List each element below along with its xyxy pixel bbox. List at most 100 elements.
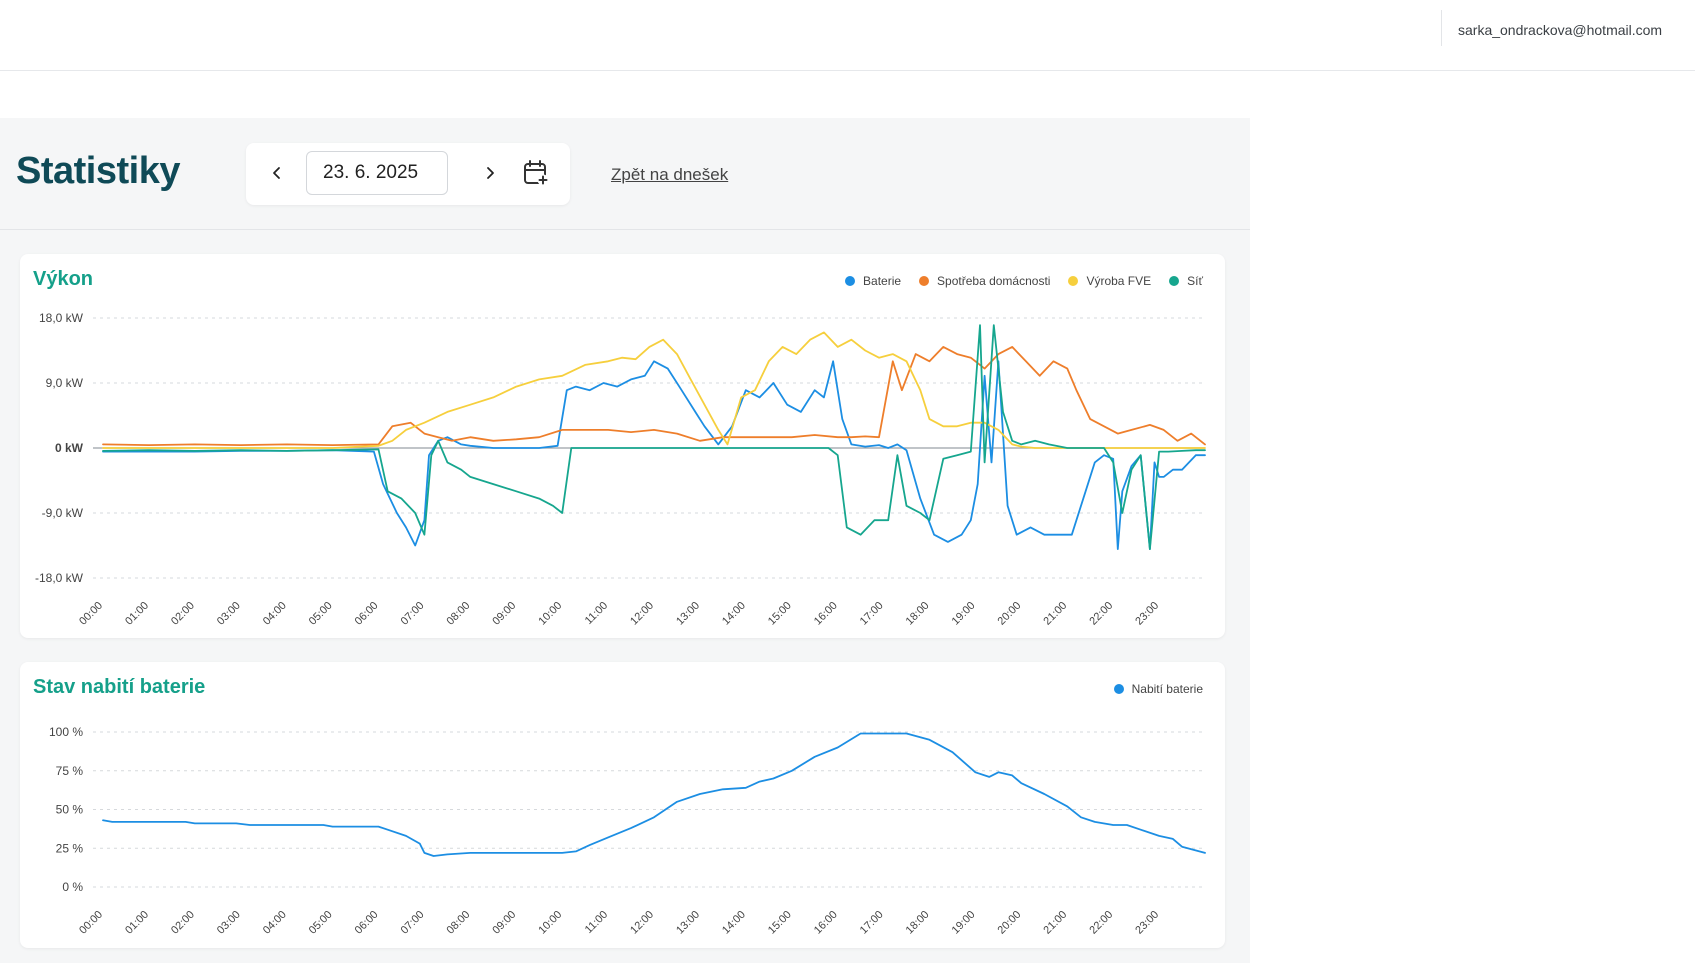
legend-item-spotreba[interactable]: Spotřeba domácnosti bbox=[919, 274, 1050, 288]
y-tick-label: 9,0 kW bbox=[46, 376, 84, 390]
x-tick-label: 14:00 bbox=[720, 600, 748, 628]
x-tick-label: 15:00 bbox=[766, 909, 794, 937]
x-tick-label: 12:00 bbox=[628, 909, 656, 937]
y-tick-label: 50 % bbox=[56, 803, 84, 817]
series-line-baterie[interactable] bbox=[102, 732, 1206, 857]
x-tick-label: 06:00 bbox=[353, 600, 381, 628]
x-tick-label: 07:00 bbox=[399, 909, 427, 937]
x-tick-label: 02:00 bbox=[169, 909, 197, 937]
series-line-vyroba[interactable] bbox=[102, 331, 1206, 449]
calendar-button[interactable] bbox=[520, 157, 552, 189]
x-tick-label: 09:00 bbox=[490, 600, 518, 628]
y-tick-label: 18,0 kW bbox=[39, 311, 84, 325]
series-line-sit[interactable] bbox=[102, 324, 1206, 551]
x-tick-label: 21:00 bbox=[1041, 600, 1069, 628]
x-tick-label: 12:00 bbox=[628, 600, 656, 628]
y-tick-label: 75 % bbox=[56, 764, 84, 778]
x-tick-label: 20:00 bbox=[996, 909, 1024, 937]
legend-label: Výroba FVE bbox=[1086, 274, 1152, 288]
x-tick-label: 22:00 bbox=[1087, 600, 1115, 628]
date-picker bbox=[246, 143, 570, 205]
x-tick-label: 03:00 bbox=[215, 909, 243, 937]
legend-label: Síť bbox=[1187, 274, 1203, 288]
legend-label: Baterie bbox=[863, 274, 902, 288]
x-tick-label: 13:00 bbox=[674, 909, 702, 937]
legend-item-nabiti[interactable]: Nabití baterie bbox=[1113, 682, 1203, 696]
y-tick-label: 100 % bbox=[49, 725, 83, 739]
power-legend: Baterie Spotřeba domácnosti Výroba FVE S… bbox=[845, 274, 1203, 288]
legend-dot bbox=[1169, 276, 1180, 286]
series-line-spotreba[interactable] bbox=[102, 346, 1206, 447]
x-tick-label: 16:00 bbox=[812, 600, 840, 628]
legend-label: Nabití baterie bbox=[1131, 682, 1203, 696]
legend-dot bbox=[845, 276, 856, 286]
legend-item-sit[interactable]: Síť bbox=[1169, 274, 1203, 288]
page-header: Statistiky bbox=[0, 118, 1250, 230]
x-tick-label: 10:00 bbox=[536, 909, 564, 937]
back-to-today-link[interactable]: Zpět na dnešek bbox=[611, 165, 729, 184]
x-tick-label: 23:00 bbox=[1133, 600, 1161, 628]
battery-card: Stav nabití baterie Nabití baterie 100 %… bbox=[20, 662, 1225, 948]
chevron-right-icon bbox=[487, 167, 494, 179]
legend-dot bbox=[1068, 276, 1079, 286]
y-tick-label: -18,0 kW bbox=[35, 571, 84, 585]
legend-dot bbox=[919, 276, 930, 286]
user-email[interactable]: sarka_ondrackova@hotmail.com bbox=[1458, 22, 1663, 38]
y-tick-label: 0 % bbox=[62, 880, 83, 894]
x-tick-label: 04:00 bbox=[261, 909, 289, 937]
x-tick-label: 05:00 bbox=[307, 909, 335, 937]
topbar-divider bbox=[1441, 10, 1442, 46]
x-tick-label: 21:00 bbox=[1041, 909, 1069, 937]
x-tick-label: 15:00 bbox=[766, 600, 794, 628]
series-line-baterie[interactable] bbox=[102, 360, 1206, 551]
page-title: Statistiky bbox=[16, 150, 180, 192]
x-tick-label: 01:00 bbox=[123, 909, 151, 937]
chevron-left-icon bbox=[273, 167, 280, 179]
x-tick-label: 11:00 bbox=[583, 600, 610, 627]
x-tick-label: 08:00 bbox=[445, 600, 473, 628]
x-tick-label: 08:00 bbox=[445, 909, 473, 937]
x-tick-label: 14:00 bbox=[720, 909, 748, 937]
main-content: Statistiky bbox=[0, 118, 1250, 963]
next-day-button[interactable] bbox=[475, 158, 505, 188]
x-tick-label: 20:00 bbox=[996, 600, 1024, 628]
x-tick-label: 23:00 bbox=[1133, 909, 1161, 937]
power-card: Výkon Baterie Spotřeba domácnosti Výroba… bbox=[20, 254, 1225, 638]
x-tick-label: 18:00 bbox=[904, 600, 932, 628]
x-tick-label: 09:00 bbox=[490, 909, 518, 937]
x-tick-label: 04:00 bbox=[261, 600, 289, 628]
legend-item-baterie[interactable]: Baterie bbox=[845, 274, 901, 288]
x-tick-label: 18:00 bbox=[904, 909, 932, 937]
x-tick-label: 03:00 bbox=[215, 600, 243, 628]
power-chart-title: Výkon bbox=[33, 268, 94, 290]
y-tick-label: 25 % bbox=[56, 841, 84, 855]
calendar-plus-icon bbox=[524, 160, 549, 186]
battery-chart[interactable]: 100 % 75 % 50 % 25 % 0 % 00:00 01:00 02:00 03:00… bbox=[20, 662, 1225, 948]
x-tick-label: 01:00 bbox=[123, 600, 151, 628]
y-tick-label: 0 kW bbox=[55, 441, 84, 455]
power-chart[interactable]: 18,0 kW 9,0 kW 0 kW -9,0 kW -18,0 kW 00:00 01:… bbox=[20, 254, 1225, 638]
x-tick-label: 16:00 bbox=[812, 909, 840, 937]
legend-item-vyroba[interactable]: Výroba FVE bbox=[1068, 274, 1151, 288]
x-tick-label: 00:00 bbox=[77, 909, 105, 937]
x-tick-label: 11:00 bbox=[583, 909, 610, 936]
x-tick-label: 17:00 bbox=[858, 600, 886, 628]
x-tick-label: 02:00 bbox=[169, 600, 197, 628]
y-tick-label: -9,0 kW bbox=[42, 506, 84, 520]
battery-legend: Nabití baterie bbox=[1113, 682, 1203, 696]
legend-dot bbox=[1113, 684, 1124, 694]
top-bar: sarka_ondrackova@hotmail.com bbox=[0, 0, 1695, 71]
x-tick-label: 06:00 bbox=[353, 909, 381, 937]
x-tick-label: 10:00 bbox=[536, 600, 564, 628]
x-tick-label: 00:00 bbox=[77, 600, 105, 628]
prev-day-button[interactable] bbox=[262, 158, 292, 188]
x-tick-label: 05:00 bbox=[307, 600, 335, 628]
battery-chart-title: Stav nabití baterie bbox=[33, 676, 206, 698]
x-tick-label: 17:00 bbox=[858, 909, 886, 937]
x-tick-label: 13:00 bbox=[674, 600, 702, 628]
x-tick-label: 19:00 bbox=[950, 600, 978, 628]
date-input[interactable] bbox=[306, 151, 448, 195]
x-tick-label: 22:00 bbox=[1087, 909, 1115, 937]
legend-label: Spotřeba domácnosti bbox=[937, 274, 1051, 288]
x-tick-label: 19:00 bbox=[950, 909, 978, 937]
